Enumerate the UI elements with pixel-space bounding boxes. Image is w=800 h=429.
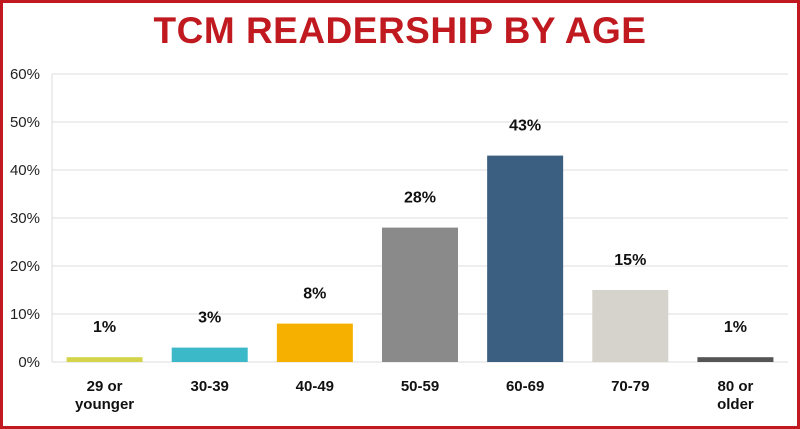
data-label: 15% xyxy=(614,252,646,269)
x-category-label: 60-69 xyxy=(506,378,544,395)
bar xyxy=(276,323,353,362)
data-label: 28% xyxy=(404,190,436,207)
y-tick-label: 50% xyxy=(10,114,40,131)
x-category-label: older xyxy=(717,396,754,413)
x-category-label: 29 or xyxy=(87,378,123,395)
chart-title: TCM READERSHIP BY AGE xyxy=(153,10,647,51)
y-tick-label: 20% xyxy=(10,258,40,275)
bar xyxy=(66,357,143,362)
data-label: 1% xyxy=(724,319,747,336)
y-tick-label: 0% xyxy=(18,354,40,371)
y-tick-label: 40% xyxy=(10,162,40,179)
bar xyxy=(487,155,564,362)
data-label: 3% xyxy=(198,310,221,327)
y-tick-label: 60% xyxy=(10,66,40,83)
x-category-label: 30-39 xyxy=(191,378,229,395)
bars-layer xyxy=(66,155,774,362)
x-category-label: 50-59 xyxy=(401,378,439,395)
y-tick-label: 30% xyxy=(10,210,40,227)
data-label: 43% xyxy=(509,118,541,135)
bar xyxy=(697,357,774,362)
data-label: 8% xyxy=(303,286,326,303)
bar xyxy=(592,290,669,362)
x-category-label: younger xyxy=(75,396,134,413)
data-label: 1% xyxy=(93,319,116,336)
bar xyxy=(171,347,248,362)
y-tick-label: 10% xyxy=(10,306,40,323)
x-category-label: 80 or xyxy=(717,378,753,395)
x-category-label: 70-79 xyxy=(611,378,649,395)
data-labels-layer: 1% 3% 8% 28% 43% 15% 1% xyxy=(93,118,747,337)
y-axis-ticks: 0% 10% 20% 30% 40% 50% 60% xyxy=(10,66,40,371)
x-category-label: 40-49 xyxy=(296,378,334,395)
bar xyxy=(382,227,458,362)
